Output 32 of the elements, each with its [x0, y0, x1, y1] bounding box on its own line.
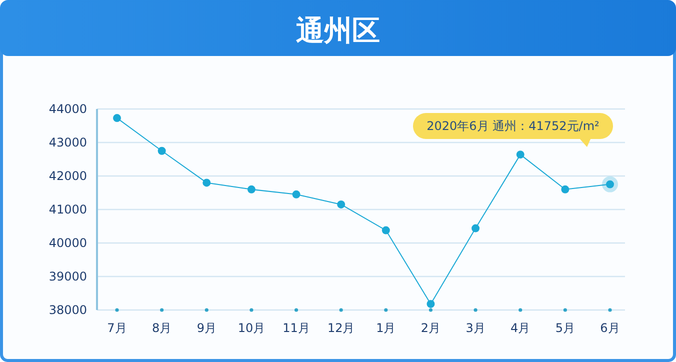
point — [561, 185, 570, 194]
chart-title: 通州区 — [296, 14, 380, 47]
x-tick-label: 7月 — [107, 321, 127, 335]
point — [158, 146, 166, 155]
y-tick-label: 44000 — [48, 102, 87, 116]
annotation: 2020年6月 通州：41752元/m² — [426, 119, 600, 134]
x-tick-label: 1月 — [376, 321, 396, 335]
x-tick-label: 8月 — [152, 321, 172, 335]
y-tick-label: 41000 — [48, 202, 87, 217]
y-tick-label: 40000 — [48, 236, 87, 250]
point — [426, 300, 435, 308]
point — [292, 190, 300, 198]
y-tick-label: 38000 — [48, 303, 87, 318]
x-tick-label: 3月 — [466, 321, 486, 335]
point — [247, 185, 256, 194]
point — [337, 200, 346, 208]
x-tick-label: 12月 — [327, 321, 355, 335]
y-tick-label: 39000 — [48, 270, 87, 284]
x-tick-label: 4月 — [510, 321, 530, 335]
point — [516, 150, 524, 159]
point — [202, 178, 211, 187]
x-tick-label: 6月 — [600, 321, 620, 335]
x-tick-label: 10月 — [238, 321, 266, 335]
point — [113, 114, 121, 122]
x-tick-label: 5月 — [555, 321, 575, 335]
point — [382, 226, 390, 234]
point — [472, 224, 480, 232]
x-tick-label: 9月 — [196, 321, 216, 335]
x-tick-label: 2月 — [420, 321, 441, 335]
y-tick-label: 43000 — [48, 136, 87, 150]
y-tick-label: 42000 — [48, 169, 87, 184]
x-tick-label: 11月 — [282, 321, 310, 335]
